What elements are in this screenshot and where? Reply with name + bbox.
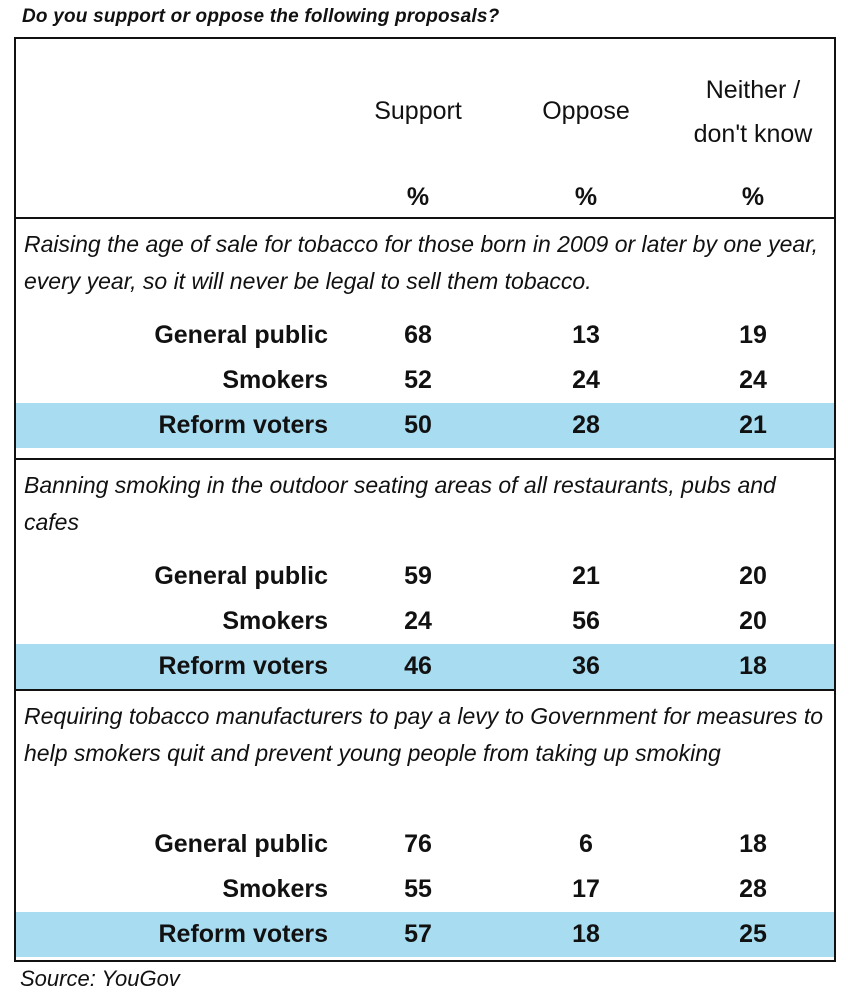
cell-value-neither: 18 [739,830,767,858]
cell-value-support: 68 [404,321,432,349]
table-row: General public 59 21 20 [16,554,834,599]
results-table: Support% Oppose% Neither / don't know% Raisi… [14,37,836,962]
table-row: Reform voters 57 18 25 [16,912,834,957]
table-row: Smokers 52 24 24 [16,358,834,403]
column-unit-label: % [406,183,430,211]
source-note: Source: YouGov [20,966,180,991]
table-row: General public 76 6 18 [16,822,834,867]
section-divider [16,217,834,219]
cell-value-neither: 25 [739,920,767,948]
question-text: Requiring tobacco manufacturers to pay a… [24,703,824,766]
cell-value-neither: 19 [739,321,767,349]
table-row: Smokers 55 17 28 [16,867,834,912]
group-label: General public [154,321,328,349]
group-label: Reform voters [158,411,329,439]
column-header-support: Support [343,89,493,133]
table-row: Smokers 24 56 20 [16,599,834,644]
cell-value-support: 52 [404,366,432,394]
column-header-line: Oppose [542,97,630,125]
column-unit-label: % [574,183,598,211]
chart-title: Do you support or oppose the following p… [22,6,500,27]
column-header-neither-don-t-know: Neither / don't know [678,68,828,156]
section-divider [16,689,834,691]
cell-value-oppose: 18 [572,920,600,948]
column-header-line: Support [374,97,462,125]
cell-value-oppose: 24 [572,366,600,394]
cell-value-oppose: 13 [572,321,600,349]
column-unit-label: % [741,183,765,211]
question-text: Raising the age of sale for tobacco for … [24,231,818,294]
cell-value-support: 59 [404,562,432,590]
group-label: General public [154,562,328,590]
group-label: Smokers [222,875,328,903]
cell-value-neither: 21 [739,411,767,439]
table-row: General public 68 13 19 [16,313,834,358]
cell-value-neither: 20 [739,607,767,635]
cell-value-support: 24 [404,607,432,635]
cell-value-neither: 18 [739,652,767,680]
cell-value-neither: 20 [739,562,767,590]
section-divider [16,458,834,460]
table-row: Reform voters 46 36 18 [16,644,834,689]
column-header-line: Neither / [705,76,801,104]
column-header-oppose: Oppose [511,89,661,133]
cell-value-support: 76 [404,830,432,858]
cell-value-support: 46 [404,652,432,680]
cell-value-oppose: 56 [572,607,600,635]
group-label: Reform voters [158,920,329,948]
question-text: Banning smoking in the outdoor seating a… [24,472,776,535]
group-label: General public [154,830,328,858]
group-label: Reform voters [158,652,329,680]
cell-value-neither: 28 [739,875,767,903]
cell-value-support: 55 [404,875,432,903]
table-row: Reform voters 50 28 21 [16,403,834,448]
cell-value-support: 57 [404,920,432,948]
cell-value-oppose: 36 [572,652,600,680]
cell-value-support: 50 [404,411,432,439]
group-label: Smokers [222,366,328,394]
cell-value-oppose: 17 [572,875,600,903]
cell-value-oppose: 28 [572,411,600,439]
cell-value-neither: 24 [739,366,767,394]
column-header-line: don't know [693,120,813,148]
cell-value-oppose: 21 [572,562,600,590]
group-label: Smokers [222,607,328,635]
cell-value-oppose: 6 [579,830,593,858]
